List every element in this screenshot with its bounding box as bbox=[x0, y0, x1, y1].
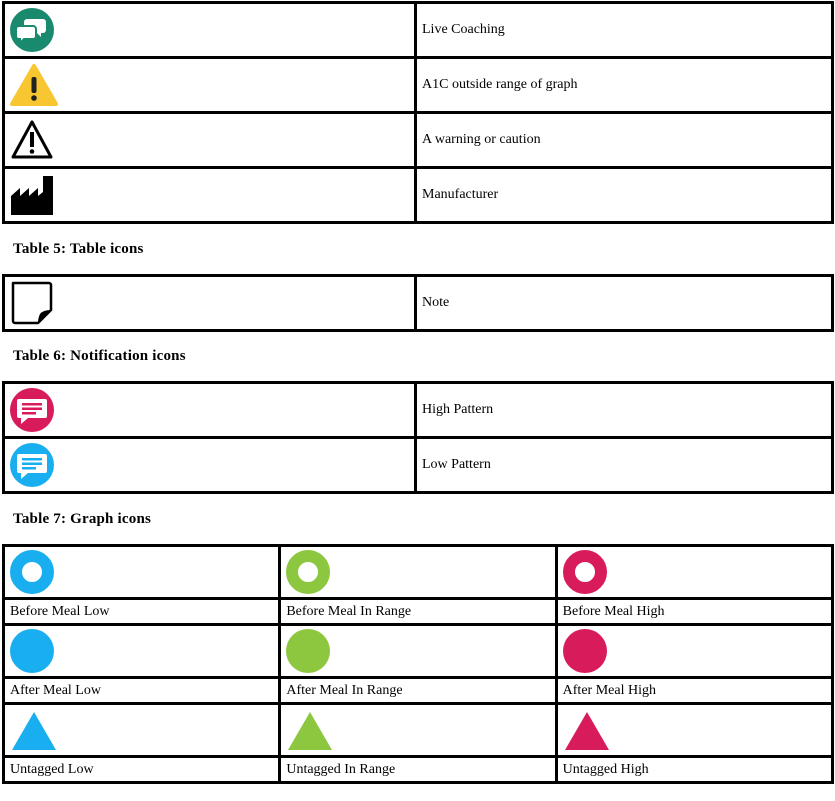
table-row bbox=[1, 702, 835, 758]
high-pattern-icon bbox=[10, 388, 54, 432]
graph-label: After Meal Low bbox=[1, 676, 282, 705]
row-label: Low Pattern bbox=[414, 436, 834, 494]
row-label: Live Coaching bbox=[414, 1, 834, 59]
table-row: Live Coaching bbox=[2, 1, 834, 59]
graph-label: After Meal In Range bbox=[278, 676, 558, 705]
table-row: Low Pattern bbox=[2, 436, 834, 494]
table-row: Manufacturer bbox=[2, 166, 834, 224]
graph-label: Before Meal Low bbox=[1, 597, 282, 626]
after-meal-in-range-icon bbox=[286, 629, 331, 673]
manufacturer-icon bbox=[11, 176, 53, 215]
a1c-warning-icon bbox=[10, 64, 58, 106]
table-row: After Meal Low After Meal In Range After… bbox=[1, 676, 835, 705]
before-meal-in-range-icon bbox=[286, 550, 331, 594]
before-meal-high-icon bbox=[562, 550, 607, 594]
graph-icons-table: Before Meal Low Before Meal In Range Bef… bbox=[1, 544, 835, 784]
table-row: Before Meal Low Before Meal In Range Bef… bbox=[1, 597, 835, 626]
graph-label: After Meal High bbox=[554, 676, 835, 705]
graph-label: Untagged Low bbox=[1, 755, 282, 784]
row-label: Manufacturer bbox=[414, 166, 834, 224]
table-row: A warning or caution bbox=[2, 111, 834, 169]
after-meal-high-icon bbox=[562, 629, 607, 673]
note-icon bbox=[11, 281, 53, 325]
table-row: High Pattern bbox=[2, 381, 834, 439]
row-label: A1C outside range of graph bbox=[414, 56, 834, 114]
graph-label: Untagged High bbox=[554, 755, 835, 784]
before-meal-low-icon bbox=[10, 550, 54, 594]
row-label: A warning or caution bbox=[414, 111, 834, 169]
symbols-table: Live Coaching A1C outside range of graph… bbox=[2, 1, 834, 224]
table-7-caption: Table 7: Graph icons bbox=[13, 511, 152, 527]
table-row bbox=[1, 623, 835, 679]
graph-label: Before Meal In Range bbox=[278, 597, 558, 626]
after-meal-low-icon bbox=[10, 629, 54, 673]
untagged-high-icon bbox=[564, 712, 609, 750]
table-6-caption: Table 6: Notification icons bbox=[13, 348, 186, 364]
live-coaching-icon bbox=[10, 8, 54, 52]
caution-icon bbox=[11, 120, 53, 159]
table-row: Note bbox=[2, 274, 834, 332]
table-icons-table: Note bbox=[2, 274, 834, 332]
row-label: High Pattern bbox=[414, 381, 834, 439]
table-row bbox=[1, 544, 835, 600]
low-pattern-icon bbox=[10, 443, 54, 487]
table-5-caption: Table 5: Table icons bbox=[13, 241, 144, 257]
untagged-in-range-icon bbox=[288, 712, 333, 750]
graph-label: Before Meal High bbox=[554, 597, 835, 626]
graph-label: Untagged In Range bbox=[278, 755, 558, 784]
table-row: Untagged Low Untagged In Range Untagged … bbox=[1, 755, 835, 784]
row-label: Note bbox=[414, 274, 834, 332]
untagged-low-icon bbox=[12, 712, 56, 750]
table-row: A1C outside range of graph bbox=[2, 56, 834, 114]
notification-icons-table: High Pattern Low Pattern bbox=[2, 381, 834, 494]
